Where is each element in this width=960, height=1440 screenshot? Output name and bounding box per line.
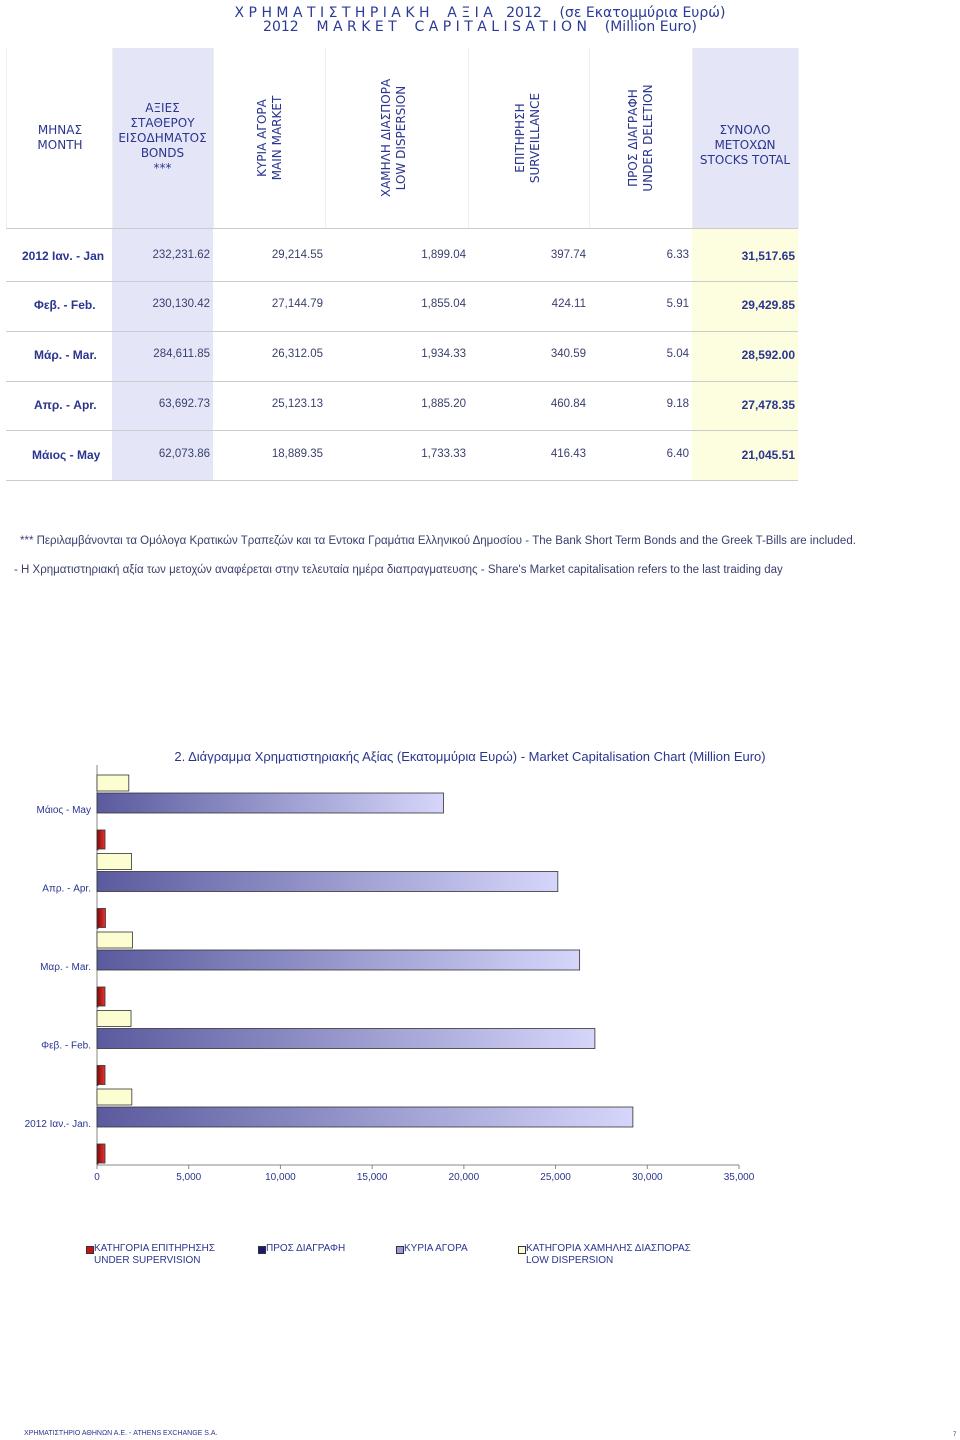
x-tick-label: 20,000 <box>449 1172 480 1183</box>
header-total: ΣΥΝΟΛΟ ΜΕΤΟΧΩΝ STOCKS TOTAL <box>699 123 791 167</box>
low-dispersion-cell: 1,733.33 <box>421 448 466 460</box>
bar-main <box>96 949 581 971</box>
month-cell: Απρ. - Apr. <box>34 398 97 412</box>
category-label: Μάιος - May <box>37 804 92 816</box>
market-cap-chart: Μάιος - May Απρ. - Apr. Μαρ. - Mar. Φεβ. - … <box>25 765 755 1183</box>
header-bonds: ΑΞΙΕΣ ΣΤΑΘΕΡΟΥ ΕΙΣΟΔΗΜΑΤΟΣ BONDS *** <box>118 101 207 175</box>
x-tick-label: 5,000 <box>176 1172 201 1183</box>
x-tick-label: 0 <box>94 1172 100 1183</box>
bonds-column-bg <box>112 48 213 480</box>
header-under-deletion: ΠΡΟΣ ΔΙΑΓΡΑΦΗ UNDER DELETION <box>626 84 655 192</box>
header-low-dispersion: ΧΑΜΗΛΗ ΔΙΑΣΠΟΡΑ LOW DISPERSION <box>379 78 408 198</box>
under-deletion-cell: 6.40 <box>666 448 689 460</box>
total-cell: 28,592.00 <box>741 348 795 362</box>
category-label: Φεβ. - Feb. <box>41 1041 91 1052</box>
legend-swatch <box>518 1246 526 1254</box>
category-label: Απρ. - Apr. <box>42 884 91 895</box>
bonds-cell: 230,130.42 <box>152 298 210 310</box>
legend-label: ΚΑΤΗΓΟΡΙΑ ΕΠΙΤΗΡΗΣΗΣ UNDER SUPERVISION <box>94 1243 216 1266</box>
under-deletion-cell: 6.33 <box>666 249 689 261</box>
main-market-cell: 25,123.13 <box>271 398 323 410</box>
x-tick-label: 10,000 <box>265 1172 296 1183</box>
bar-surv <box>96 829 106 850</box>
month-cell: 2012 Ιαν. - Jan <box>22 249 105 263</box>
bonds-cell: 63,692.73 <box>158 398 210 410</box>
low-dispersion-cell: 1,855.04 <box>421 298 466 310</box>
total-column-bg <box>692 228 798 480</box>
total-cell: 29,429.85 <box>741 298 795 312</box>
legend-swatch <box>396 1246 404 1254</box>
bar-main <box>96 1106 634 1128</box>
under-deletion-cell: 9.18 <box>666 398 689 410</box>
bar-low <box>96 931 133 949</box>
main-market-cell: 27,144.79 <box>271 298 323 310</box>
bar-surv <box>96 1065 106 1085</box>
bar-main <box>96 792 444 814</box>
page-number: 7 <box>953 1432 957 1438</box>
legend-swatch <box>258 1246 266 1254</box>
note-market-cap: - Η Χρηματιστηριακή αξία των μετοχών ανα… <box>14 564 783 576</box>
bonds-cell: 232,231.62 <box>152 249 210 261</box>
legend-swatch <box>86 1246 94 1254</box>
bar-low <box>96 1010 132 1027</box>
chart-title: 2. Διάγραμμα Χρηματιστηριακής Αξίας (Εκα… <box>174 749 766 764</box>
surveillance-cell: 397.74 <box>550 249 586 261</box>
low-dispersion-cell: 1,899.04 <box>421 249 466 261</box>
page-title-greek: Χ Ρ Η Μ Α Τ Ι Σ Τ Η Ρ Ι Α Κ Η Α Ξ Ι Α 20… <box>234 5 726 21</box>
main-market-cell: 26,312.05 <box>271 348 323 360</box>
surveillance-cell: 424.11 <box>551 298 586 310</box>
month-cell: Μάιος - May <box>32 448 101 462</box>
total-cell: 27,478.35 <box>741 398 795 412</box>
x-tick-label: 35,000 <box>724 1172 755 1183</box>
bar-low <box>96 853 132 870</box>
header-surveillance: ΕΠΙΤΗΡΗΣΗ SURVEILLANCE <box>513 92 542 184</box>
note-bonds-included: *** Περιλαμβάνονται τα Ομόλογα Κρατικών … <box>20 535 856 547</box>
under-deletion-cell: 5.91 <box>666 298 689 310</box>
bonds-cell: 284,611.85 <box>153 348 210 360</box>
total-cell: 31,517.65 <box>741 249 795 263</box>
footer-company: ΧΡΗΜΑΤΙΣΤΗΡΙΟ ΑΘΗΝΩΝ Α.Ε. - ATHENS EXCHA… <box>24 1430 218 1437</box>
surveillance-cell: 460.84 <box>550 398 586 410</box>
header-main-market: ΚΥΡΙΑ ΑΓΟΡΑ MAIN MARKET <box>255 95 284 181</box>
x-tick-label: 25,000 <box>540 1172 571 1183</box>
page-title-english: 2012 M A R K E T C A P I T A L I S A T I… <box>263 19 697 35</box>
main-market-cell: 18,889.35 <box>271 448 323 460</box>
month-cell: Μάρ. - Mar. <box>34 348 97 362</box>
legend-label: ΚΑΤΗΓΟΡΙΑ ΧΑΜΗΛΗΣ ΔΙΑΣΠΟΡΑΣ LOW DISPERSIO… <box>526 1243 691 1266</box>
bar-surv <box>96 908 106 928</box>
total-cell: 21,045.51 <box>741 448 795 462</box>
surveillance-cell: 340.59 <box>550 348 586 360</box>
bar-main <box>96 1028 596 1049</box>
bar-low <box>96 1088 133 1106</box>
total-header-bg <box>692 48 798 228</box>
category-label: Μαρ. - Mar. <box>40 962 91 973</box>
month-cell: Φεβ. - Feb. <box>34 298 96 312</box>
surveillance-cell: 416.43 <box>550 448 586 460</box>
bar-low <box>96 774 130 792</box>
x-tick-label: 30,000 <box>632 1172 663 1183</box>
low-dispersion-cell: 1,934.33 <box>421 348 466 360</box>
legend-label: ΠΡΟΣ ΔΙΑΓΡΑΦΗ <box>266 1243 346 1254</box>
x-tick-label: 15,000 <box>357 1172 388 1183</box>
header-month: ΜΗΝΑΣ MONTH <box>37 123 83 152</box>
main-market-cell: 29,214.55 <box>271 249 323 261</box>
bar-surv <box>96 1143 106 1164</box>
legend-label: ΚΥΡΙΑ ΑΓΟΡΑ <box>404 1243 468 1254</box>
under-deletion-cell: 5.04 <box>666 348 689 360</box>
bar-main <box>96 871 559 892</box>
bar-surv <box>96 986 106 1007</box>
bonds-cell: 62,073.86 <box>158 448 210 460</box>
low-dispersion-cell: 1,885.20 <box>421 398 466 410</box>
category-label: 2012 Ιαν.- Jan. <box>25 1119 91 1130</box>
